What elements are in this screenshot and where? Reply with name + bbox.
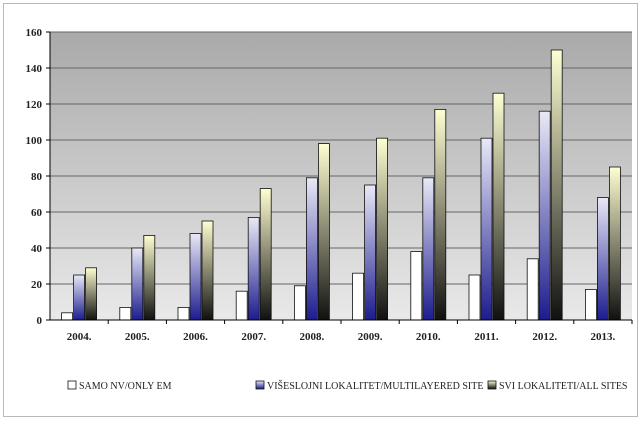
legend-label-2: VIŠESLOJNI LOKALITET/MULTILAYERED SITE — [267, 380, 483, 392]
bar-1 — [235, 290, 248, 321]
x-tick-label: 2010. — [416, 331, 441, 343]
y-tick-label: 0 — [37, 315, 43, 327]
bar-2 — [480, 137, 493, 321]
x-tick-label: 2011. — [474, 331, 498, 343]
bar-3 — [85, 267, 97, 321]
bar-1 — [177, 306, 190, 321]
legend-label-1: SAMO NV/ONLY EM — [79, 381, 172, 392]
legend-swatch-1 — [67, 380, 77, 390]
x-tick-label: 2007. — [241, 331, 266, 343]
x-tick-label: 2009. — [358, 331, 383, 343]
legend-swatch-3 — [487, 380, 497, 390]
bar-3 — [201, 220, 214, 321]
bar-2 — [247, 216, 260, 321]
bar-2 — [189, 233, 202, 321]
x-axis-ticks: 2004. 2005. 2006. 2007. 2008. 2009. 2010. 2011.… — [67, 320, 633, 343]
y-tick-label: 140 — [26, 63, 43, 75]
y-tick-label: 160 — [26, 27, 43, 39]
bar-1 — [410, 251, 423, 321]
bar-3 — [550, 49, 563, 321]
bar-3 — [492, 92, 505, 321]
bar-1 — [468, 274, 481, 321]
x-tick-label: 2008. — [300, 331, 325, 343]
bar-3 — [609, 166, 621, 321]
bar-1 — [119, 306, 132, 321]
y-tick-label: 20 — [31, 279, 43, 291]
bar-2 — [597, 197, 609, 321]
bar-2 — [364, 184, 377, 321]
bar-1 — [61, 312, 73, 321]
bar-2 — [305, 177, 318, 321]
legend-label-3: SVI LOKALITETI/ALL SITES — [499, 381, 628, 392]
y-tick-label: 40 — [31, 243, 43, 255]
bar-1 — [585, 288, 597, 321]
y-tick-label: 80 — [31, 171, 43, 183]
bar-3 — [317, 143, 330, 321]
legend-swatch-2 — [255, 380, 265, 390]
x-tick-label: 2013. — [591, 331, 616, 343]
x-tick-label: 2012. — [532, 331, 557, 343]
bar-3 — [143, 234, 156, 321]
x-tick-label: 2005. — [125, 331, 150, 343]
y-tick-label: 120 — [26, 99, 43, 111]
bar-2 — [422, 177, 435, 321]
bar-3 — [376, 137, 389, 321]
x-tick-label: 2004. — [67, 331, 92, 343]
bar-2 — [131, 247, 144, 321]
legend: SAMO NV/ONLY EM VIŠESLOJNI LOKALITET/MULT… — [67, 380, 628, 392]
y-tick-label: 100 — [26, 135, 43, 147]
bar-1 — [293, 285, 306, 321]
bar-2 — [73, 274, 85, 321]
bar-3 — [259, 188, 272, 321]
bar-1 — [526, 258, 539, 321]
bar-1 — [352, 272, 365, 321]
bar-2 — [538, 110, 551, 321]
y-axis-ticks: 0 20 40 60 80 100 120 140 160 — [26, 27, 50, 327]
x-tick-label: 2006. — [183, 331, 208, 343]
bar-3 — [434, 109, 447, 321]
y-tick-label: 60 — [31, 207, 43, 219]
